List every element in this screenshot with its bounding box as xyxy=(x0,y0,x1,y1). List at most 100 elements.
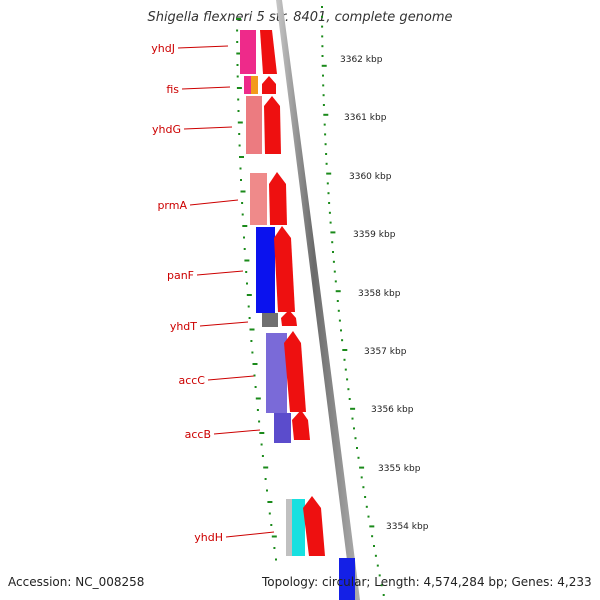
inner-tick xyxy=(236,64,239,66)
minor-tick xyxy=(334,280,337,283)
inner-tick xyxy=(244,259,250,262)
minor-tick xyxy=(321,45,324,48)
tick-label: 3354 kbp xyxy=(386,522,429,532)
inner-tick xyxy=(258,420,261,423)
inner-tick xyxy=(240,179,242,181)
major-tick xyxy=(369,525,375,528)
inner-tick xyxy=(239,167,242,170)
minor-tick xyxy=(331,241,334,244)
inner-tick xyxy=(240,190,246,193)
minor-tick xyxy=(324,133,327,136)
accC-reverse-block xyxy=(266,333,287,413)
inner-tick xyxy=(275,558,277,561)
next-reverse-block xyxy=(339,558,355,600)
minor-tick xyxy=(354,437,357,440)
minor-tick xyxy=(374,554,377,557)
minor-tick xyxy=(365,505,368,508)
minor-tick xyxy=(321,55,324,57)
inner-tick xyxy=(261,455,264,457)
inner-tick xyxy=(243,236,245,239)
yhdH-forward-arrow xyxy=(303,496,325,556)
inner-tick xyxy=(255,397,261,400)
tick-label: 3356 kbp xyxy=(371,405,414,415)
minor-tick xyxy=(329,221,332,224)
yhdH-reverse-block-a xyxy=(286,499,294,556)
inner-tick xyxy=(273,547,276,549)
inner-tick xyxy=(254,386,257,388)
minor-tick xyxy=(344,368,347,371)
accB-reverse-block xyxy=(274,413,291,443)
inner-tick xyxy=(270,524,273,526)
gene-leader-line xyxy=(181,86,231,90)
map-title: Shigella flexneri 5 str. 8401, complete … xyxy=(147,10,453,25)
gene-leader-line xyxy=(199,321,249,327)
minor-tick xyxy=(351,417,354,420)
genome-stats: Topology: circular; Length: 4,574,284 bp… xyxy=(262,575,592,589)
tick-label: 3360 kbp xyxy=(349,172,392,182)
minor-tick xyxy=(343,358,346,361)
inner-tick xyxy=(271,535,277,538)
minor-tick xyxy=(348,398,351,400)
reverse-strand-features xyxy=(240,30,355,600)
major-tick xyxy=(335,290,341,293)
minor-tick xyxy=(341,339,344,342)
inner-tick xyxy=(251,351,254,354)
gene-label: yhdJ xyxy=(151,42,175,55)
minor-tick xyxy=(364,496,367,498)
minor-tick xyxy=(322,94,325,97)
minor-tick xyxy=(325,162,328,165)
fis-reverse-block-b xyxy=(251,76,258,94)
gene-label: yhdH xyxy=(194,531,223,544)
tick-label: 3357 kbp xyxy=(364,347,407,357)
inner-tick xyxy=(256,409,259,411)
minor-tick xyxy=(373,545,375,547)
inner-tick xyxy=(248,317,251,319)
minor-tick xyxy=(332,251,334,253)
inner-tick xyxy=(236,52,242,55)
inner-tick xyxy=(236,18,241,20)
minor-tick xyxy=(321,15,323,18)
gene-leader-line xyxy=(213,429,261,435)
gene-leader-line xyxy=(225,531,275,538)
tick-label: 3361 kbp xyxy=(344,113,387,123)
minor-tick xyxy=(371,535,374,538)
major-tick xyxy=(326,172,332,175)
gene-label: prmA xyxy=(157,199,187,212)
gene-leader-line xyxy=(183,126,233,130)
inner-tick xyxy=(236,29,239,32)
minor-tick xyxy=(322,104,325,106)
inner-tick xyxy=(243,248,246,250)
gene-label: accB xyxy=(185,428,211,441)
gene-labels: yhdJ fis yhdG prmA panF yhdT accC accB y… xyxy=(151,42,275,544)
tick-label: 3362 kbp xyxy=(340,55,383,65)
inner-tick xyxy=(250,340,253,342)
prmA-reverse-block xyxy=(250,173,267,225)
inner-tick xyxy=(241,202,244,204)
minor-tick xyxy=(340,329,342,332)
minor-tick xyxy=(353,427,355,430)
inner-tick xyxy=(236,41,239,43)
minor-tick xyxy=(360,476,363,479)
minor-tick xyxy=(328,211,331,214)
inner-tick xyxy=(246,294,252,296)
yhdT-reverse-block xyxy=(262,313,278,327)
inner-tick xyxy=(267,501,273,503)
inner-tick xyxy=(242,225,248,227)
minor-tick xyxy=(367,515,370,518)
minor-tick xyxy=(362,486,365,489)
inner-tick xyxy=(238,133,241,135)
minor-tick xyxy=(332,260,335,263)
minor-tick xyxy=(338,319,341,322)
inner-tick xyxy=(259,432,265,434)
major-tick xyxy=(350,407,356,410)
gene-label: fis xyxy=(166,83,179,96)
inner-tick xyxy=(237,121,243,124)
gene-leader-line xyxy=(207,375,255,381)
fis-reverse-block-a xyxy=(244,76,251,94)
minor-tick xyxy=(333,270,336,273)
gene-label: panF xyxy=(167,269,194,282)
gene-label: yhdT xyxy=(170,320,197,333)
tick-label: 3359 kbp xyxy=(353,230,396,240)
minor-tick xyxy=(380,584,383,587)
minor-tick xyxy=(321,6,323,8)
